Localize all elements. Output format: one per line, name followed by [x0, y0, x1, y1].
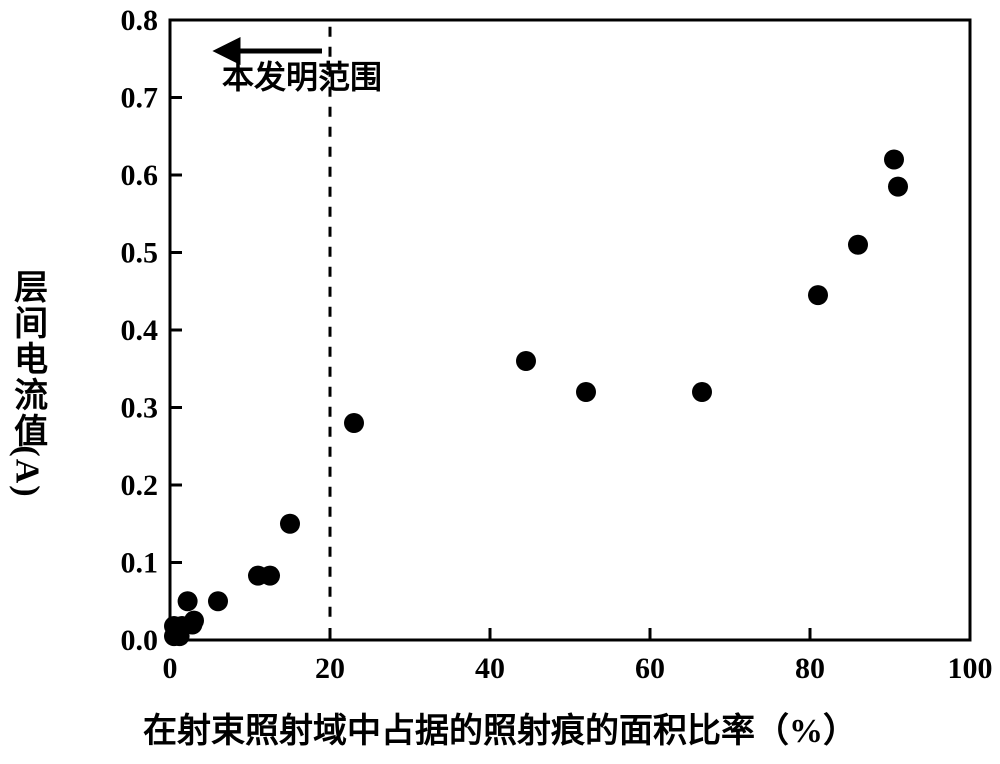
- svg-text:0.6: 0.6: [121, 159, 159, 192]
- data-point: [184, 611, 204, 631]
- data-point: [516, 351, 536, 371]
- data-point: [848, 235, 868, 255]
- svg-text:0.4: 0.4: [121, 314, 159, 347]
- y-axis-label: 层间电流值(A): [0, 269, 53, 495]
- x-axis-label: 在射束照射域中占据的照射痕的面积比率（%）: [0, 703, 1000, 752]
- svg-text:0.5: 0.5: [121, 237, 159, 270]
- svg-text:本发明范围: 本发明范围: [222, 59, 382, 95]
- data-point: [208, 591, 228, 611]
- svg-text:0: 0: [163, 652, 178, 685]
- data-point: [344, 413, 364, 433]
- data-point: [808, 285, 828, 305]
- data-point: [888, 177, 908, 197]
- svg-text:40: 40: [475, 652, 505, 685]
- svg-text:20: 20: [315, 652, 345, 685]
- svg-text:0.3: 0.3: [121, 392, 159, 425]
- svg-text:100: 100: [948, 652, 993, 685]
- svg-text:60: 60: [635, 652, 665, 685]
- scatter-chart: 0 20 40 60 80 100 0.0 0.1 0.2 0.3 0.4 0.5 0.6 0.7 0.8 本…: [0, 0, 1000, 764]
- svg-text:0.0: 0.0: [121, 624, 159, 657]
- svg-text:0.7: 0.7: [121, 82, 159, 115]
- svg-text:0.2: 0.2: [121, 469, 159, 502]
- data-point: [884, 150, 904, 170]
- svg-text:0.8: 0.8: [121, 4, 159, 37]
- svg-text:80: 80: [795, 652, 825, 685]
- data-point: [576, 382, 596, 402]
- svg-text:0.1: 0.1: [121, 547, 159, 580]
- chart-container: 0 20 40 60 80 100 0.0 0.1 0.2 0.3 0.4 0.5 0.6 0.7 0.8 本…: [0, 0, 1000, 764]
- data-point: [178, 591, 198, 611]
- data-point: [280, 514, 300, 534]
- data-point: [260, 566, 280, 586]
- data-point: [692, 382, 712, 402]
